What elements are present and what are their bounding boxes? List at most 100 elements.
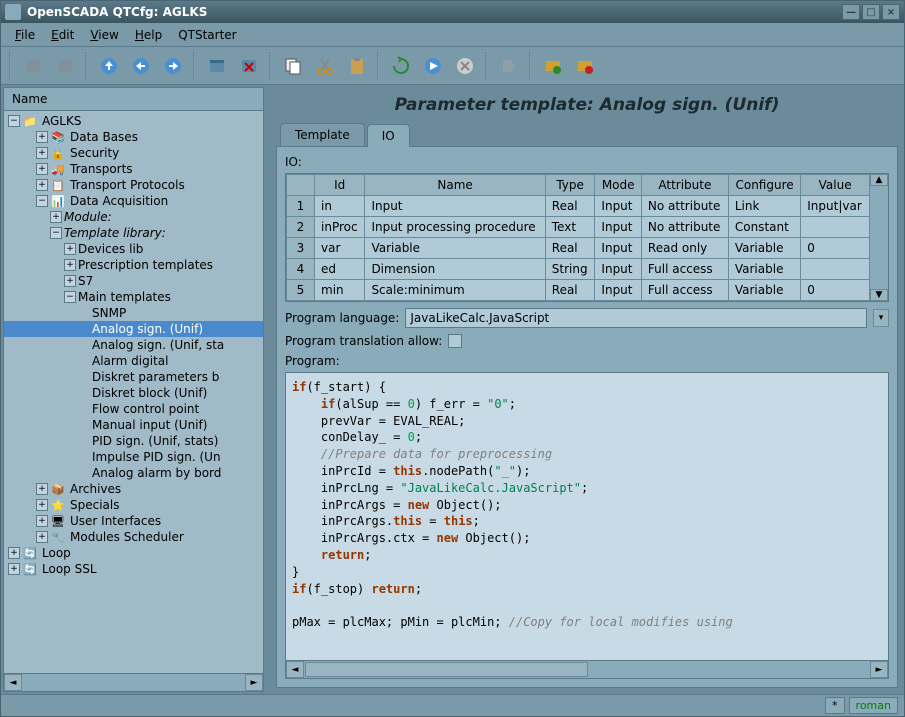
menu-file[interactable]: File — [7, 25, 43, 45]
table-cell[interactable]: Dimension — [365, 259, 545, 280]
io-table[interactable]: IdNameTypeModeAttributeConfigureValue1in… — [286, 174, 870, 301]
menu-help[interactable]: Help — [127, 25, 170, 45]
table-row[interactable]: 5minScale:minimumRealInputFull accessVar… — [287, 280, 870, 301]
tree-toggle-icon[interactable]: + — [64, 243, 76, 255]
scroll-right-icon[interactable]: ► — [870, 661, 888, 678]
table-row[interactable]: 3varVariableRealInputRead onlyVariable0 — [287, 238, 870, 259]
tree-toggle-icon[interactable]: − — [8, 115, 20, 127]
table-header[interactable]: Mode — [595, 175, 641, 196]
table-cell[interactable]: Input — [595, 259, 641, 280]
tool-db-load[interactable] — [19, 52, 47, 80]
tree-toggle-icon[interactable]: + — [36, 179, 48, 191]
tree-header[interactable]: Name — [4, 88, 263, 111]
tree-toggle-icon[interactable]: + — [36, 483, 48, 495]
table-cell[interactable]: var — [315, 238, 365, 259]
tree-row[interactable]: +S7 — [4, 273, 263, 289]
tool-forward[interactable] — [159, 52, 187, 80]
table-cell[interactable]: Full access — [641, 259, 728, 280]
tool-ext2[interactable] — [571, 52, 599, 80]
table-header[interactable]: Configure — [728, 175, 800, 196]
table-cell[interactable]: Real — [545, 280, 595, 301]
tree-row[interactable]: −📁AGLKS — [4, 113, 263, 129]
table-cell[interactable]: Constant — [728, 217, 800, 238]
tree-row[interactable]: +⭐Specials — [4, 497, 263, 513]
table-header[interactable]: Value — [801, 175, 870, 196]
splitter[interactable] — [264, 85, 270, 694]
scroll-left-icon[interactable]: ◄ — [4, 674, 22, 691]
tree-row[interactable]: Analog alarm by bord — [4, 465, 263, 481]
io-vscroll[interactable]: ▲ ▼ — [870, 174, 888, 301]
tree-row[interactable]: Analog sign. (Unif) — [4, 321, 263, 337]
tree-row[interactable]: SNMP — [4, 305, 263, 321]
table-cell[interactable]: 0 — [801, 238, 870, 259]
table-cell[interactable]: No attribute — [641, 217, 728, 238]
tool-refresh[interactable] — [387, 52, 415, 80]
table-cell[interactable]: Variable — [728, 259, 800, 280]
tree-toggle-icon[interactable]: − — [50, 227, 62, 239]
tree-toggle-icon[interactable]: + — [36, 163, 48, 175]
table-cell[interactable]: Input — [595, 217, 641, 238]
close-button[interactable]: × — [882, 4, 900, 20]
tree-toggle-icon[interactable]: + — [64, 275, 76, 287]
scroll-left-icon[interactable]: ◄ — [286, 661, 304, 678]
table-row[interactable]: 1inInputRealInputNo attributeLinkInput|v… — [287, 196, 870, 217]
tree-row[interactable]: −📊Data Acquisition — [4, 193, 263, 209]
minimize-button[interactable]: — — [842, 4, 860, 20]
tree-toggle-icon[interactable]: + — [8, 547, 20, 559]
table-row[interactable]: 4edDimensionStringInputFull accessVariab… — [287, 259, 870, 280]
tree-toggle-icon[interactable]: + — [50, 211, 62, 223]
table-cell[interactable]: min — [315, 280, 365, 301]
dropdown-icon[interactable]: ▾ — [873, 309, 889, 327]
tree-row[interactable]: Diskret block (Unif) — [4, 385, 263, 401]
table-cell[interactable]: Input — [595, 196, 641, 217]
tree-toggle-icon[interactable]: + — [36, 499, 48, 511]
table-header[interactable] — [287, 175, 315, 196]
table-cell[interactable]: Input — [365, 196, 545, 217]
tree-row[interactable]: Flow control point — [4, 401, 263, 417]
table-cell[interactable]: inProc — [315, 217, 365, 238]
tree-toggle-icon[interactable]: + — [36, 147, 48, 159]
prog-lang-select[interactable] — [405, 308, 867, 328]
table-cell[interactable]: Input|var — [801, 196, 870, 217]
table-row[interactable]: 2inProcInput processing procedureTextInp… — [287, 217, 870, 238]
table-cell[interactable]: Input processing procedure — [365, 217, 545, 238]
tool-db-save[interactable] — [51, 52, 79, 80]
table-cell[interactable]: Input — [595, 280, 641, 301]
menu-qtstarter[interactable]: QTStarter — [170, 25, 244, 45]
tree-hscroll[interactable]: ◄ ► — [4, 673, 263, 691]
maximize-button[interactable]: □ — [862, 4, 880, 20]
table-cell[interactable]: 2 — [287, 217, 315, 238]
tree-row[interactable]: −Main templates — [4, 289, 263, 305]
tree-row[interactable]: +📋Transport Protocols — [4, 177, 263, 193]
table-cell[interactable] — [801, 217, 870, 238]
tree-toggle-icon[interactable]: + — [36, 131, 48, 143]
tree-row[interactable]: +📦Archives — [4, 481, 263, 497]
table-cell[interactable]: 0 — [801, 280, 870, 301]
tab-template[interactable]: Template — [280, 123, 365, 146]
table-cell[interactable]: 5 — [287, 280, 315, 301]
tree-row[interactable]: PID sign. (Unif, stats) — [4, 433, 263, 449]
table-cell[interactable]: 1 — [287, 196, 315, 217]
table-cell[interactable]: Real — [545, 238, 595, 259]
tool-copy[interactable] — [279, 52, 307, 80]
prog-trans-checkbox[interactable] — [448, 334, 462, 348]
tree-row[interactable]: Alarm digital — [4, 353, 263, 369]
scroll-right-icon[interactable]: ► — [245, 674, 263, 691]
table-cell[interactable]: Variable — [728, 280, 800, 301]
tree-row[interactable]: Analog sign. (Unif, sta — [4, 337, 263, 353]
status-user[interactable]: roman — [849, 697, 898, 714]
tree-row[interactable]: +📚Data Bases — [4, 129, 263, 145]
tree-toggle-icon[interactable]: − — [64, 291, 76, 303]
tool-delete[interactable] — [235, 52, 263, 80]
table-cell[interactable]: Scale:minimum — [365, 280, 545, 301]
tool-back[interactable] — [127, 52, 155, 80]
table-cell[interactable]: ed — [315, 259, 365, 280]
tool-ext1[interactable] — [539, 52, 567, 80]
table-cell[interactable]: Input — [595, 238, 641, 259]
tool-tag[interactable] — [495, 52, 523, 80]
tree-row[interactable]: Impulse PID sign. (Un — [4, 449, 263, 465]
table-cell[interactable]: String — [545, 259, 595, 280]
table-cell[interactable] — [801, 259, 870, 280]
tree-toggle-icon[interactable]: + — [36, 515, 48, 527]
tree-row[interactable]: +🔄Loop SSL — [4, 561, 263, 577]
